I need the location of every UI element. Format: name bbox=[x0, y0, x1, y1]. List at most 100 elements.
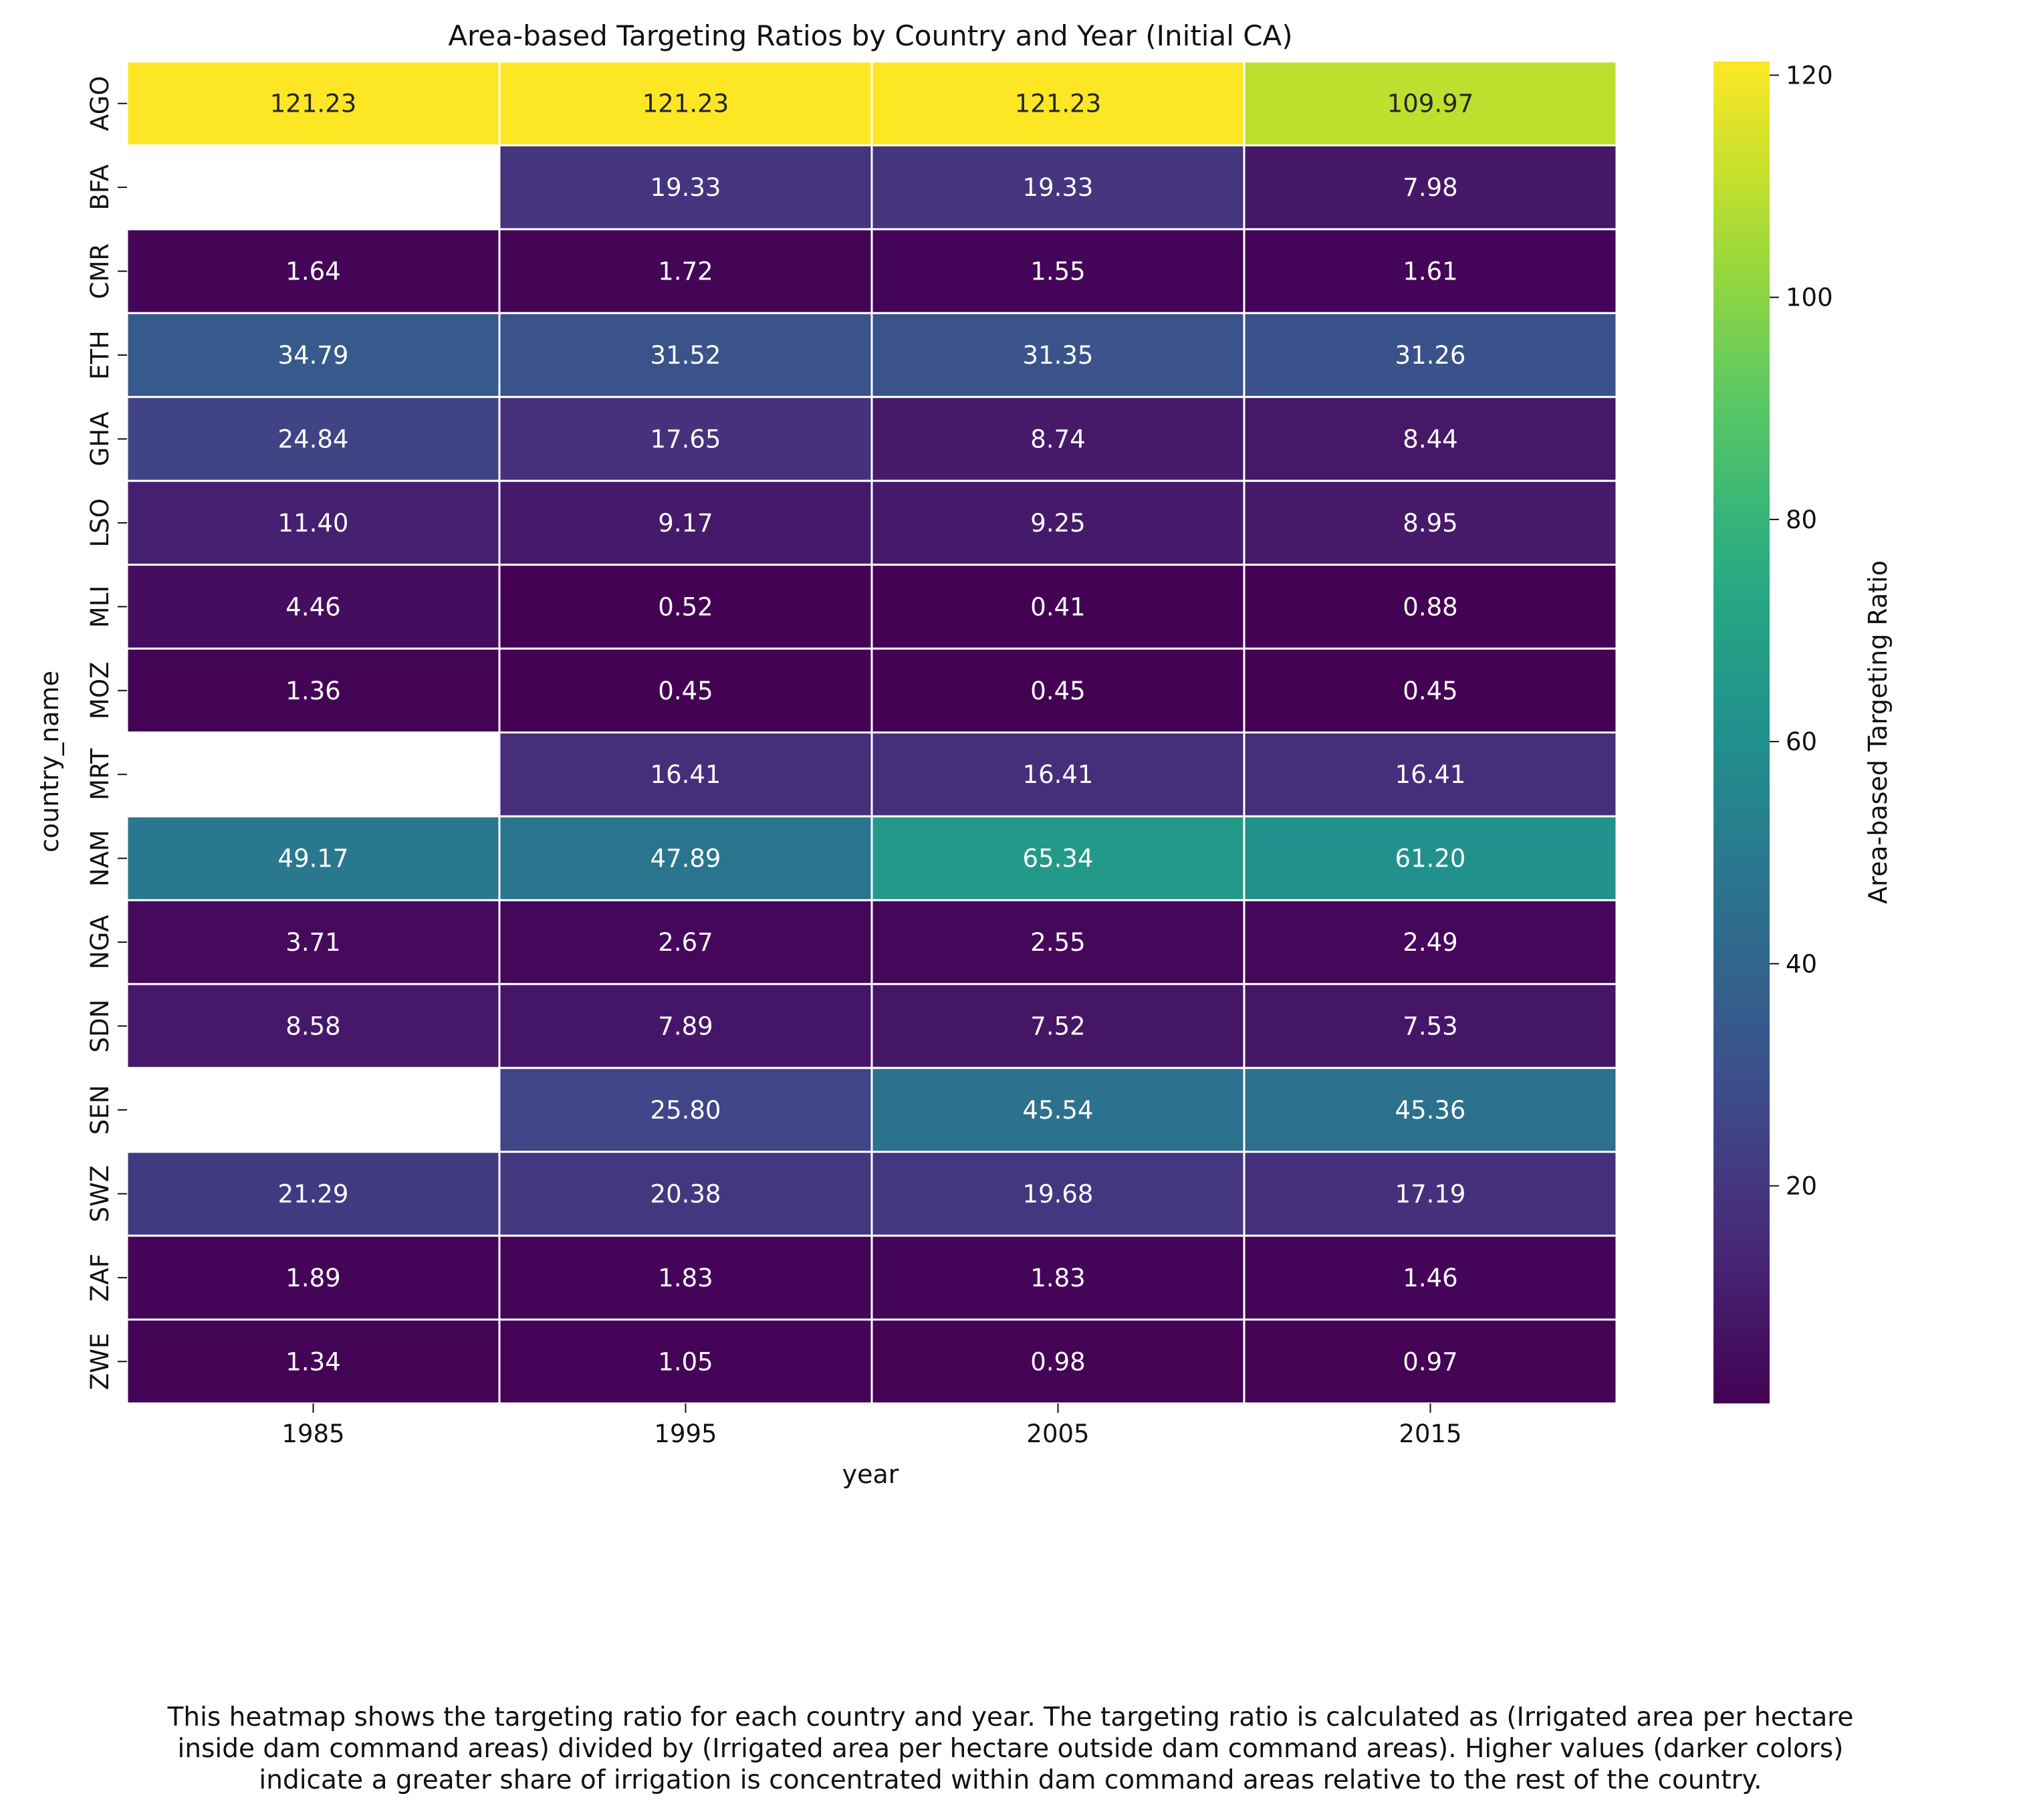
heatmap-cell bbox=[870, 312, 1245, 399]
cell-value-label: 0.45 bbox=[1403, 677, 1457, 705]
cell-value-label: 2.55 bbox=[1030, 928, 1085, 957]
cell-value-label: 9.17 bbox=[658, 509, 713, 538]
heatmap-cell bbox=[126, 983, 501, 1069]
cell-value-label: 1.55 bbox=[1030, 257, 1085, 286]
cell-value-label: 0.88 bbox=[1403, 592, 1457, 621]
cell-value-label: 1.89 bbox=[285, 1264, 340, 1292]
heatmap-cell bbox=[1243, 479, 1618, 566]
cell-value-label: 47.89 bbox=[650, 844, 721, 873]
heatmap-cell bbox=[870, 144, 1245, 231]
cell-value-label: 8.58 bbox=[285, 1012, 340, 1041]
cell-value-label: 16.41 bbox=[1023, 760, 1094, 789]
colorbar-label: Area-based Targeting Ratio bbox=[1863, 560, 1893, 904]
chart-title: Area-based Targeting Ratios by Country a… bbox=[448, 19, 1292, 52]
y-tick-label: ETH bbox=[86, 330, 114, 380]
colorbar-tick-label: 60 bbox=[1786, 727, 1817, 756]
cell-value-label: 3.71 bbox=[285, 928, 340, 957]
heatmap-cell bbox=[1243, 647, 1618, 733]
heatmap-cell bbox=[498, 815, 873, 901]
cell-value-label: 9.25 bbox=[1030, 509, 1085, 538]
caption-line-1: This heatmap shows the targeting ratio f… bbox=[167, 1702, 1854, 1732]
y-axis-label: country_name bbox=[35, 671, 64, 852]
cell-value-label: 7.52 bbox=[1030, 1012, 1085, 1041]
cell-value-label: 7.98 bbox=[1403, 173, 1457, 202]
y-tick-label: LSO bbox=[86, 498, 114, 547]
y-tick-label: BFA bbox=[86, 164, 114, 211]
y-tick-label: NGA bbox=[86, 915, 114, 970]
y-tick-label: SWZ bbox=[86, 1165, 114, 1222]
y-tick-label: AGO bbox=[86, 76, 114, 130]
heatmap-cell bbox=[127, 1068, 499, 1152]
colorbar-gradient bbox=[1713, 62, 1770, 1403]
heatmap-cell bbox=[870, 815, 1245, 901]
heatmap-cells: 121.23 121.23 121.23 109.97 19.33 19.33 7.98 1.… bbox=[126, 60, 1618, 1405]
colorbar-tick-label: 20 bbox=[1786, 1172, 1817, 1201]
y-tick-label: ZWE bbox=[86, 1333, 114, 1390]
heatmap-cell bbox=[126, 60, 501, 146]
cell-value-label: 25.80 bbox=[650, 1096, 721, 1125]
heatmap-cell bbox=[870, 396, 1245, 482]
heatmap-cell bbox=[870, 983, 1245, 1069]
cell-value-label: 0.97 bbox=[1403, 1347, 1457, 1376]
heatmap-cell bbox=[870, 1066, 1245, 1153]
cell-value-label: 0.45 bbox=[658, 677, 713, 705]
colorbar-tick-label: 80 bbox=[1786, 505, 1817, 534]
heatmap-cell bbox=[126, 479, 501, 566]
chart-caption: This heatmap shows the targeting ratio f… bbox=[0, 1702, 2021, 1796]
heatmap-cell bbox=[498, 396, 873, 482]
cell-value-label: 21.29 bbox=[278, 1179, 349, 1208]
caption-line-3: indicate a greater share of irrigation i… bbox=[259, 1765, 1762, 1795]
cell-value-label: 4.46 bbox=[285, 592, 340, 621]
heatmap-cell bbox=[498, 564, 873, 650]
heatmap-cell bbox=[498, 1151, 873, 1237]
cell-value-label: 0.41 bbox=[1030, 592, 1085, 621]
cell-value-label: 49.17 bbox=[278, 844, 349, 873]
cell-value-label: 19.68 bbox=[1023, 1179, 1094, 1208]
colorbar: 20 40 60 80 100 120 Area-based Targeting Rati… bbox=[1713, 61, 1893, 1403]
y-tick-label: CMR bbox=[86, 243, 114, 299]
y-tick-label: SDN bbox=[86, 1000, 114, 1053]
heatmap-cell bbox=[498, 1234, 873, 1321]
cell-value-label: 16.41 bbox=[650, 760, 721, 789]
heatmap-cell bbox=[126, 1151, 501, 1237]
colorbar-tick-label: 40 bbox=[1786, 949, 1817, 978]
x-tick-label: 1985 bbox=[281, 1419, 344, 1448]
colorbar-tick-label: 120 bbox=[1786, 61, 1833, 90]
cell-value-label: 1.83 bbox=[1030, 1264, 1085, 1292]
cell-value-label: 8.74 bbox=[1030, 425, 1085, 453]
heatmap-cell bbox=[1243, 1066, 1618, 1153]
cell-value-label: 2.49 bbox=[1403, 928, 1457, 957]
cell-value-label: 1.64 bbox=[285, 257, 340, 286]
cell-value-label: 1.46 bbox=[1403, 1264, 1457, 1292]
heatmap-cell bbox=[1243, 312, 1618, 399]
cell-value-label: 31.52 bbox=[650, 341, 721, 370]
heatmap-cell bbox=[498, 479, 873, 566]
y-tick-label: SEN bbox=[86, 1085, 114, 1135]
cell-value-label: 17.19 bbox=[1395, 1179, 1466, 1208]
heatmap-cell bbox=[127, 145, 499, 229]
heatmap-cell bbox=[1243, 396, 1618, 482]
y-tick-label: NAM bbox=[86, 830, 114, 887]
cell-value-label: 45.54 bbox=[1023, 1096, 1094, 1125]
heatmap-cell bbox=[498, 647, 873, 733]
cell-value-label: 1.36 bbox=[285, 677, 340, 705]
y-tick-label: ZAF bbox=[86, 1254, 114, 1302]
heatmap-cell bbox=[870, 479, 1245, 566]
heatmap-cell bbox=[1243, 564, 1618, 650]
x-axis: 1985 1995 2005 2015 bbox=[281, 1403, 1462, 1448]
y-tick-label: GHA bbox=[86, 412, 114, 467]
cell-value-label: 16.41 bbox=[1395, 760, 1466, 789]
cell-value-label: 8.95 bbox=[1403, 509, 1457, 538]
heatmap-cell bbox=[126, 899, 501, 986]
cell-value-label: 121.23 bbox=[1015, 90, 1101, 118]
heatmap-cell bbox=[1243, 1151, 1618, 1237]
colorbar-ticks: 20 40 60 80 100 120 bbox=[1770, 61, 1833, 1201]
x-tick-label: 2005 bbox=[1026, 1419, 1089, 1448]
heatmap-cell bbox=[870, 228, 1245, 314]
cell-value-label: 61.20 bbox=[1395, 844, 1466, 873]
cell-value-label: 17.65 bbox=[650, 425, 721, 453]
cell-value-label: 19.33 bbox=[650, 173, 721, 202]
heatmap-cell bbox=[498, 60, 873, 146]
cell-value-label: 31.26 bbox=[1395, 341, 1466, 370]
cell-value-label: 7.53 bbox=[1403, 1012, 1457, 1041]
